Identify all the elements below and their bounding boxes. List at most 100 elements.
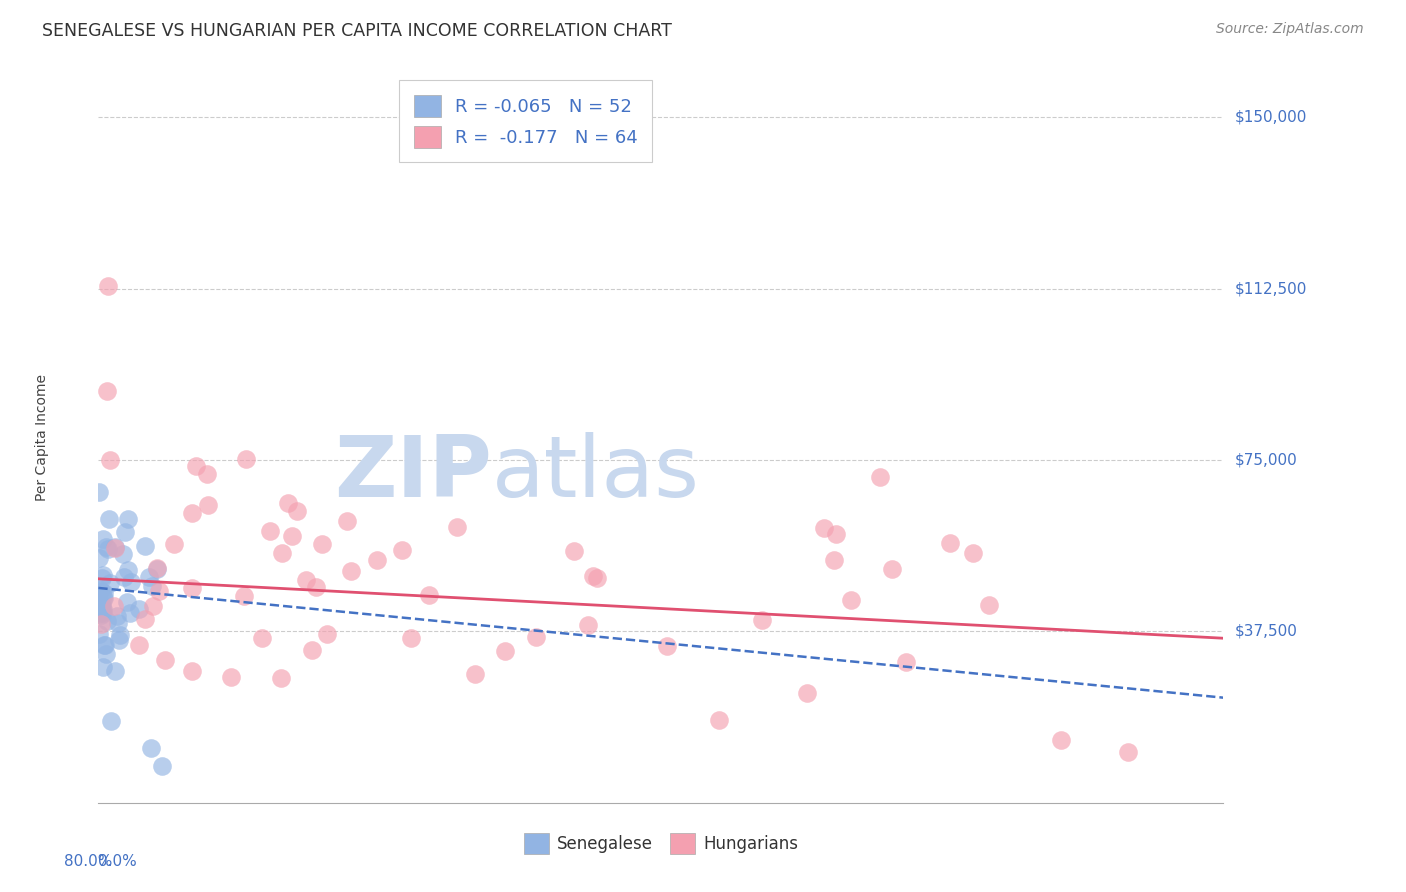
Point [301, 642, 323, 657]
Point [105, 608, 128, 623]
Point [869, 470, 891, 484]
Point [104, 665, 127, 679]
Point [219, 670, 242, 684]
Point [114, 524, 136, 539]
Point [141, 579, 163, 593]
Point [128, 602, 150, 616]
Point [285, 503, 308, 517]
Point [494, 644, 516, 658]
Point [938, 536, 960, 550]
Point [97, 279, 120, 293]
Point [110, 628, 132, 642]
Point [89, 551, 111, 566]
Point [94, 638, 117, 652]
Point [655, 640, 678, 654]
Text: $112,500: $112,500 [1234, 281, 1306, 296]
Point [277, 496, 299, 510]
Point [90, 599, 112, 614]
Point [96, 647, 118, 661]
Point [91, 533, 114, 547]
Point [93, 586, 115, 600]
Point [186, 458, 208, 473]
Point [117, 595, 139, 609]
Point [98, 576, 121, 591]
Point [464, 667, 486, 681]
Point [146, 562, 169, 576]
Text: $37,500: $37,500 [1234, 624, 1298, 639]
Point [150, 759, 173, 773]
Point [526, 630, 548, 644]
Point [128, 638, 150, 652]
Point [1050, 733, 1073, 747]
Legend: Senegalese, Hungarians: Senegalese, Hungarians [517, 827, 804, 860]
Point [197, 498, 219, 512]
Point [340, 564, 363, 578]
Point [114, 570, 136, 584]
Point [446, 520, 468, 534]
Point [112, 547, 135, 561]
Point [153, 652, 176, 666]
Point [880, 562, 903, 576]
Point [366, 553, 388, 567]
Point [562, 544, 585, 558]
Point [134, 611, 156, 625]
Point [89, 484, 111, 499]
Point [91, 584, 114, 599]
Point [586, 571, 609, 585]
Point [138, 570, 160, 584]
Text: 80.0%: 80.0% [65, 854, 112, 869]
Point [117, 563, 139, 577]
Text: 0.0%: 0.0% [98, 854, 138, 869]
Point [117, 512, 139, 526]
Point [100, 714, 122, 728]
Point [98, 453, 121, 467]
Point [104, 541, 127, 555]
Point [148, 584, 170, 599]
Point [235, 452, 257, 467]
Point [90, 601, 112, 615]
Point [120, 606, 142, 620]
Point [823, 553, 845, 567]
Point [107, 616, 129, 631]
Point [270, 671, 292, 685]
Point [142, 599, 165, 614]
Text: Source: ZipAtlas.com: Source: ZipAtlas.com [1216, 22, 1364, 37]
Point [96, 384, 118, 399]
Point [316, 627, 339, 641]
Point [108, 633, 131, 648]
Point [418, 588, 440, 602]
Point [96, 614, 118, 628]
Point [839, 593, 862, 607]
Point [336, 515, 359, 529]
Point [96, 540, 118, 554]
Point [813, 521, 835, 535]
Point [93, 591, 115, 605]
Point [180, 664, 202, 678]
Point [250, 632, 273, 646]
Point [89, 605, 111, 619]
Point [90, 571, 112, 585]
Point [98, 512, 121, 526]
Point [181, 581, 204, 595]
Point [104, 540, 127, 554]
Point [962, 546, 984, 560]
Point [751, 613, 773, 627]
Point [295, 573, 318, 587]
Point [120, 574, 142, 589]
Point [311, 537, 333, 551]
Text: $150,000: $150,000 [1234, 110, 1306, 125]
Point [1116, 745, 1139, 759]
Point [281, 528, 304, 542]
Point [391, 542, 413, 557]
Point [271, 546, 294, 560]
Point [91, 591, 114, 605]
Point [89, 585, 111, 599]
Text: $75,000: $75,000 [1234, 452, 1298, 467]
Point [259, 524, 281, 538]
Point [97, 542, 120, 557]
Point [825, 527, 848, 541]
Point [578, 618, 600, 632]
Point [796, 686, 818, 700]
Point [399, 631, 422, 645]
Point [91, 659, 114, 673]
